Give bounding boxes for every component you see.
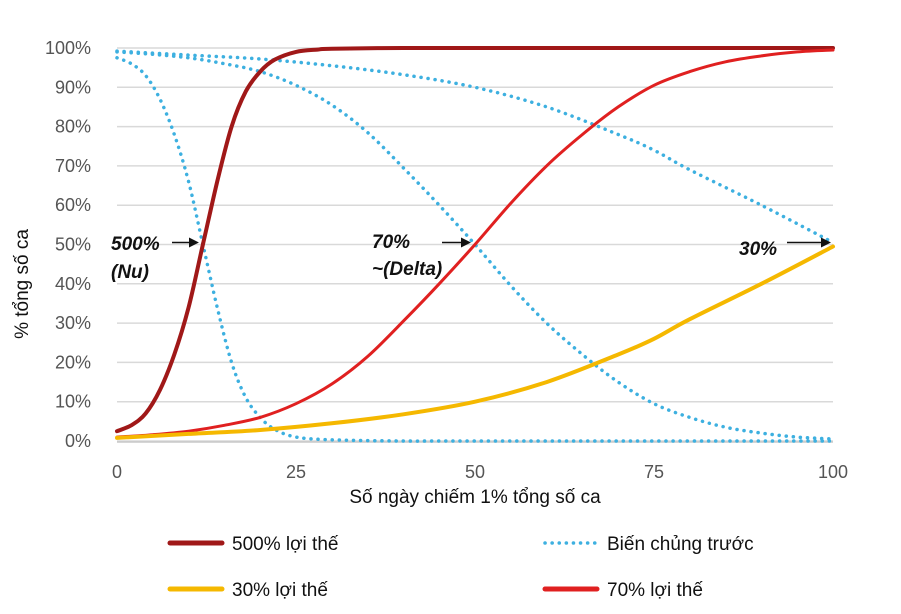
annotations: 500% (Nu) 70% ~(Delta) 30% [111,232,831,283]
y-tick-label: 20% [55,352,91,372]
y-tick-label: 50% [55,235,91,255]
annotation-label: (Nu) [111,262,149,283]
y-tick-label: 30% [55,313,91,333]
y-tick-label: 80% [55,117,91,137]
x-axis-title: Số ngày chiếm 1% tổng số ca [349,487,601,508]
x-tick-label: 100 [818,462,848,482]
x-tick-label: 0 [112,462,122,482]
x-axis-ticks: 0 25 50 75 100 [112,462,848,482]
series-line [115,45,835,434]
x-tick-label: 50 [465,462,485,482]
legend: 500% lợi thế Biến chủng trước 30% lợi thế 7… [167,534,754,601]
y-tick-label: 90% [55,77,91,97]
y-tick-label: 70% [55,156,91,176]
annotation-label: 30% [739,239,777,260]
series-line [115,56,835,443]
annotation-label: 500% [111,234,160,255]
annotation-label: ~(Delta) [372,259,442,280]
legend-label: 30% lợi thế [232,580,328,601]
y-tick-label: 0% [65,431,91,451]
series-line [115,244,835,440]
y-tick-label: 40% [55,274,91,294]
legend-label: Biến chủng trước [607,534,754,555]
annotation-label: 70% [372,232,410,253]
y-tick-label: 100% [45,38,91,58]
series-line [115,48,835,439]
y-axis-title: % tổng số ca [12,229,33,339]
legend-label: 70% lợi thế [607,580,703,601]
x-tick-label: 75 [644,462,664,482]
y-tick-label: 60% [55,195,91,215]
y-axis-ticks: 0% 10% 20% 30% 40% 50% 60% 70% 80% 90% 100% [45,38,91,451]
series-line [115,49,835,245]
x-tick-label: 25 [286,462,306,482]
legend-label: 500% lợi thế [232,534,339,555]
y-tick-label: 10% [55,392,91,412]
series-lines [115,45,835,443]
